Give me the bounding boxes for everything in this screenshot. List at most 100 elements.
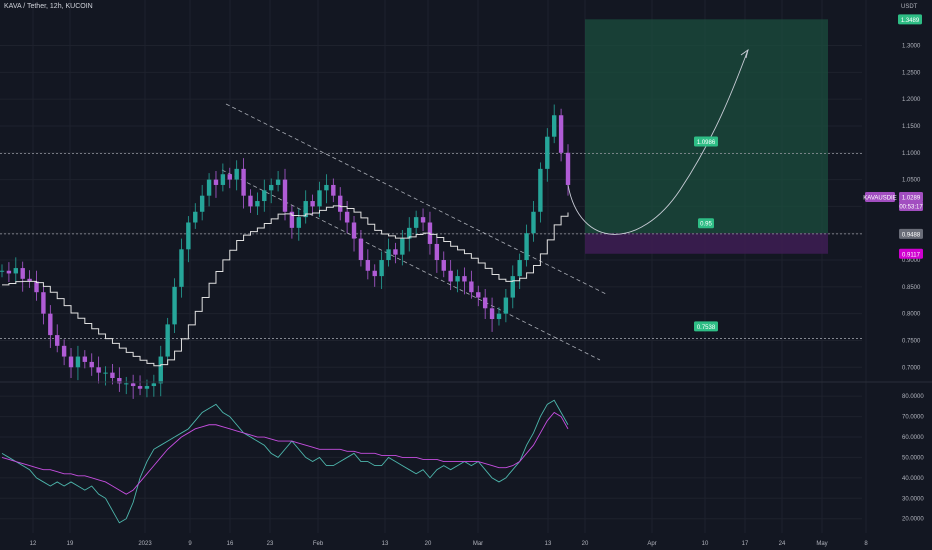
- entry-price-tag: 0.95: [700, 222, 712, 228]
- candle-body: [510, 276, 515, 298]
- time-tick-label: 20: [582, 541, 589, 547]
- candle-body: [379, 260, 384, 277]
- candle-body: [496, 313, 502, 320]
- price-tick-label: 1.3000: [902, 44, 921, 50]
- channel-lower-line: [221, 169, 601, 361]
- stop-price-tag-bg: [899, 248, 923, 259]
- support-price-tag-bg: [694, 321, 718, 332]
- candle-body: [372, 270, 377, 277]
- candle-body: [13, 268, 19, 274]
- candle-body: [172, 286, 177, 325]
- candle-body: [255, 201, 260, 207]
- price-tick-label: 1.1500: [902, 124, 921, 130]
- target-price-tag: 1.0986: [697, 140, 716, 146]
- candle-body: [55, 335, 60, 346]
- trailing-staircase-line: [2, 205, 569, 367]
- time-tick-label: 10: [702, 541, 709, 547]
- candle-body: [531, 211, 536, 234]
- candle-body: [282, 179, 288, 212]
- osc-tick-label: 40.0000: [902, 476, 924, 482]
- candle-body: [434, 243, 440, 261]
- candle-body: [365, 260, 371, 271]
- candle-body: [0, 270, 5, 272]
- price-tick-label: 0.7500: [902, 338, 921, 344]
- candle-body: [110, 372, 115, 378]
- candle-body: [351, 222, 357, 239]
- candle-body: [400, 238, 405, 255]
- candle-body: [565, 152, 571, 185]
- target-price-tag-bg: [694, 136, 718, 147]
- time-tick-label: 17: [742, 541, 749, 547]
- candle-body: [310, 201, 315, 207]
- candle-body: [179, 249, 184, 287]
- candle-body: [476, 292, 481, 298]
- candle-body: [117, 378, 122, 384]
- time-tick-label: 23: [267, 541, 274, 547]
- stop-price-tag: 0.9117: [902, 252, 921, 258]
- candle-body: [386, 249, 391, 261]
- time-tick-label: 2023: [138, 541, 152, 547]
- candle-body: [413, 217, 419, 228]
- candle-body: [144, 386, 150, 389]
- candle-body: [124, 383, 129, 385]
- currency-label: USDT: [901, 4, 918, 10]
- candle-body: [34, 281, 39, 293]
- candle-body: [220, 174, 226, 185]
- time-axis: 12 19 2023 9 16 23 Feb 13 20 Mar 13 20 Apr 10 17 24 May 8: [30, 541, 869, 547]
- candle-body: [241, 168, 246, 196]
- candle-body: [482, 297, 488, 309]
- current-price-tag: 1.0289: [902, 196, 921, 202]
- candle-body: [303, 201, 308, 218]
- price-tick-label: 1.0500: [902, 178, 921, 184]
- time-tick-label: Mar: [473, 541, 483, 547]
- channel-upper-line: [225, 103, 607, 295]
- price-tick-label: 1.2500: [902, 70, 921, 76]
- countdown-tag-bg: [899, 201, 923, 211]
- time-tick-label: 24: [779, 541, 786, 547]
- candle-body: [558, 115, 564, 153]
- candle-body: [331, 184, 336, 196]
- candle-body: [206, 179, 212, 196]
- osc-tick-label: 60.0000: [902, 435, 924, 441]
- candle-body: [324, 184, 329, 191]
- countdown-tag: 00:53:17: [899, 205, 923, 211]
- osc-tick-label: 80.0000: [902, 394, 924, 400]
- candle-body: [103, 372, 108, 374]
- oscillator-line-purple: [1, 411, 569, 495]
- candle-body: [227, 174, 232, 180]
- candle-body: [130, 383, 136, 387]
- entry-price-tag-bg: [698, 218, 714, 229]
- candle-body: [469, 281, 474, 293]
- level-price-tag-bg: [899, 228, 923, 239]
- price-tags: 1.0986 0.95 0.7538 1.3489 KAVAUSDIE 1.0289 00:…: [694, 14, 923, 332]
- price-axis: 1.30001.25001.20001.15001.10001.05001.00…: [902, 44, 924, 523]
- price-tick-label: 0.7000: [902, 365, 921, 371]
- candle-body: [234, 168, 239, 180]
- candle-body: [538, 168, 543, 212]
- time-tick-label: May: [816, 541, 827, 547]
- candle-body: [48, 313, 53, 336]
- candle-body: [262, 190, 267, 202]
- candle-body: [455, 276, 460, 282]
- candle-body: [296, 217, 302, 228]
- candle-body: [137, 386, 143, 389]
- projection-arrow: [567, 49, 749, 235]
- candle-body: [420, 217, 426, 223]
- oscillator-line-teal: [1, 399, 569, 524]
- support-price-tag: 0.7538: [697, 325, 716, 331]
- candle-body: [75, 356, 81, 368]
- candle-body: [268, 184, 274, 191]
- price-tick-label: 0.9000: [902, 258, 921, 264]
- osc-tick-label: 20.0000: [902, 517, 924, 523]
- time-tick-label: 13: [545, 541, 552, 547]
- oscillator-pane: [1, 399, 569, 524]
- candle-body: [448, 270, 453, 282]
- candle-body: [489, 308, 495, 320]
- candle-body: [275, 179, 281, 185]
- zone-top-price-tag-bg: [898, 14, 922, 25]
- candle-body: [289, 211, 295, 228]
- price-tick-label: 1.1000: [902, 151, 921, 157]
- candle-body: [517, 260, 522, 277]
- current-price-tag-bg: [899, 192, 923, 202]
